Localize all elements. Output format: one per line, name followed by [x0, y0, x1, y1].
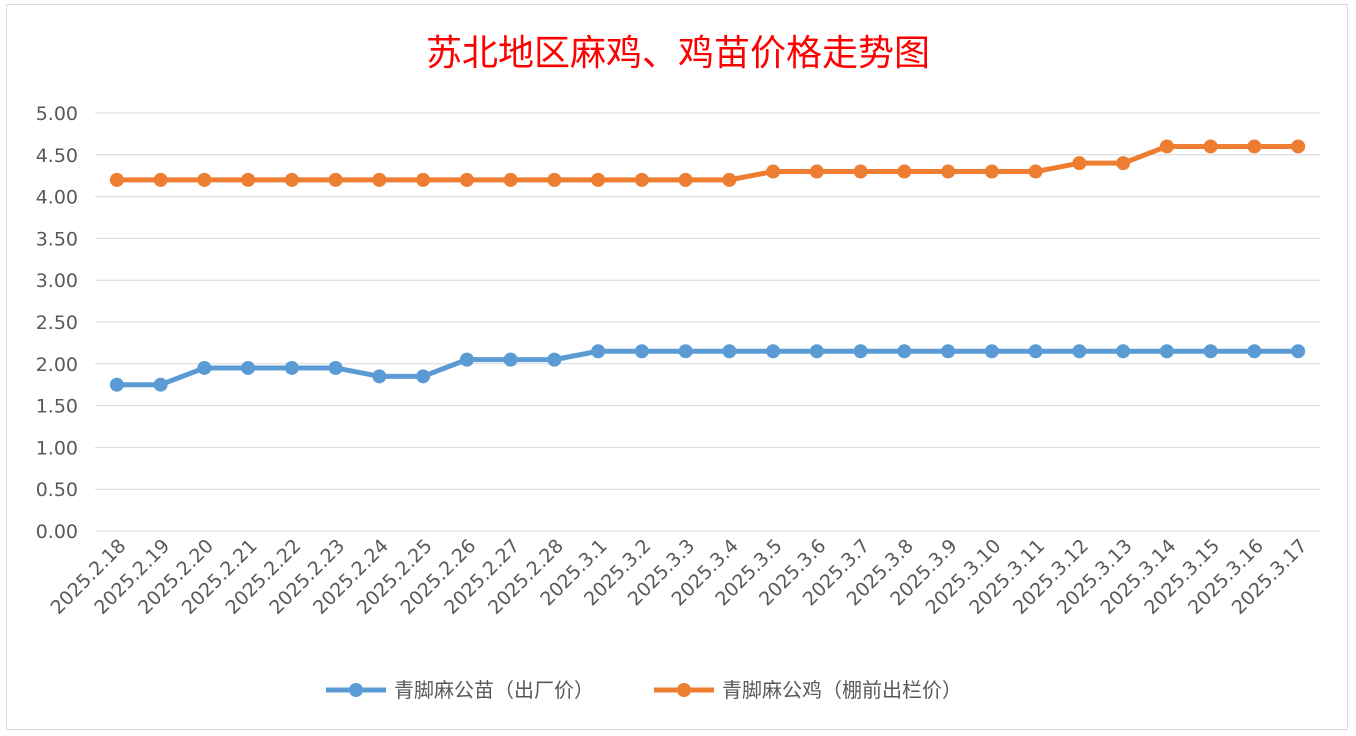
data-point [197, 360, 212, 375]
data-point [1159, 139, 1174, 154]
data-point [897, 164, 912, 179]
data-point [853, 164, 868, 179]
data-point [459, 172, 474, 187]
data-point [547, 352, 562, 367]
y-tick-label: 4.50 [36, 145, 78, 167]
data-point [766, 164, 781, 179]
data-point [853, 344, 868, 359]
legend-item: 青脚麻公苗（出厂价） [326, 678, 594, 702]
data-point [984, 344, 999, 359]
data-point [1159, 344, 1174, 359]
y-tick-label: 5.00 [36, 103, 78, 125]
data-point [722, 344, 737, 359]
data-point [241, 172, 256, 187]
data-point [547, 172, 562, 187]
data-point [1028, 164, 1043, 179]
y-tick-label: 3.00 [36, 270, 78, 292]
series-1 [109, 344, 1306, 392]
data-point [941, 164, 956, 179]
series-2 [109, 139, 1306, 187]
series-line [114, 348, 1301, 388]
data-point [1116, 156, 1131, 171]
data-point [1247, 344, 1262, 359]
data-point [634, 172, 649, 187]
data-point [591, 172, 606, 187]
data-point [1116, 344, 1131, 359]
legend-label: 青脚麻公苗（出厂价） [394, 678, 594, 702]
chart-title: 苏北地区麻鸡、鸡苗价格走势图 [425, 33, 930, 74]
data-point [1247, 139, 1262, 154]
y-tick-label: 3.50 [36, 228, 78, 250]
data-point [459, 352, 474, 367]
legend-label: 青脚麻公鸡（棚前出栏价） [722, 678, 962, 702]
y-tick-label: 1.50 [36, 396, 78, 418]
data-point [284, 172, 299, 187]
data-point [372, 172, 387, 187]
data-point [1072, 156, 1087, 171]
data-point [503, 172, 518, 187]
data-point [897, 344, 912, 359]
legend-marker [677, 683, 691, 697]
data-point [1203, 139, 1218, 154]
data-point [1291, 344, 1306, 359]
data-point [591, 344, 606, 359]
legend-item: 青脚麻公鸡（棚前出栏价） [654, 678, 962, 702]
data-point [809, 164, 824, 179]
data-point [284, 360, 299, 375]
y-tick-label: 2.00 [36, 354, 78, 376]
data-point [634, 344, 649, 359]
data-point [722, 172, 737, 187]
y-tick-label: 0.50 [36, 479, 78, 501]
y-tick-label: 4.00 [36, 187, 78, 209]
data-point [416, 172, 431, 187]
data-point [328, 172, 343, 187]
series-line [114, 143, 1301, 183]
data-point [416, 369, 431, 384]
data-point [678, 172, 693, 187]
data-point [328, 360, 343, 375]
data-point [503, 352, 518, 367]
data-point [766, 344, 781, 359]
data-point [1072, 344, 1087, 359]
data-point [153, 172, 168, 187]
data-point [941, 344, 956, 359]
data-point [1028, 344, 1043, 359]
y-tick-label: 0.00 [36, 521, 78, 543]
data-point [109, 377, 124, 392]
data-point [372, 369, 387, 384]
data-point [809, 344, 824, 359]
data-point [153, 377, 168, 392]
data-point [1203, 344, 1218, 359]
legend-marker [349, 683, 363, 697]
data-point [241, 360, 256, 375]
y-tick-label: 2.50 [36, 312, 78, 334]
y-tick-label: 1.00 [36, 437, 78, 459]
data-point [984, 164, 999, 179]
data-point [678, 344, 693, 359]
data-point [197, 172, 212, 187]
data-point [109, 172, 124, 187]
data-point [1291, 139, 1306, 154]
